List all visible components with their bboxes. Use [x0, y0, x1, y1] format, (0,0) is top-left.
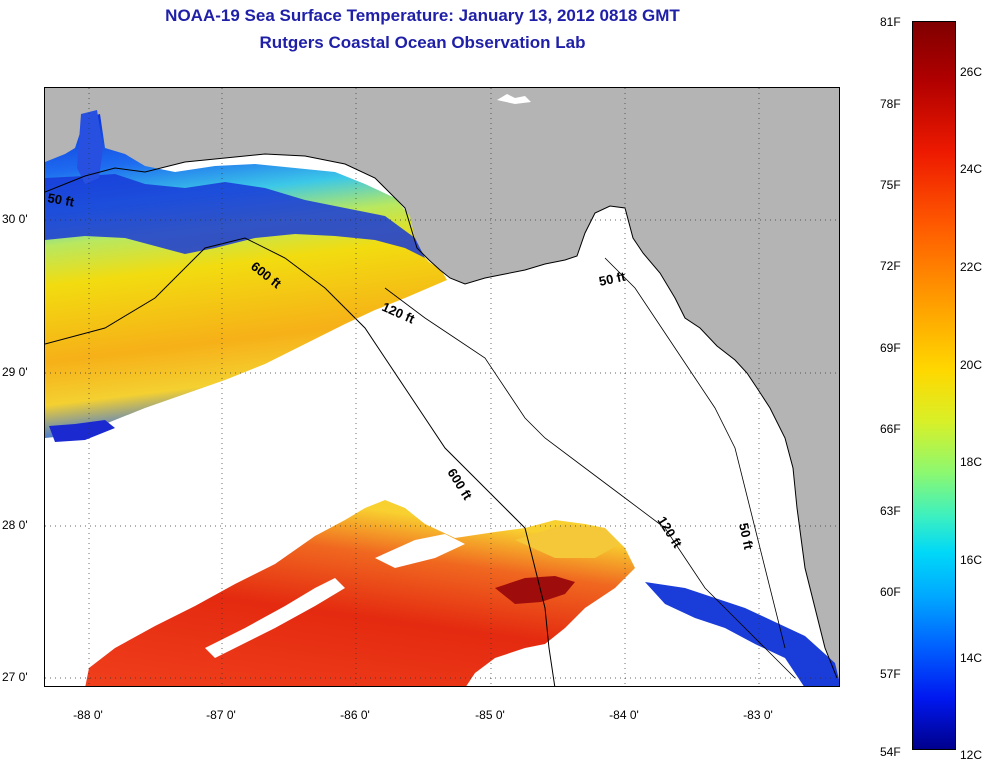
- island: [497, 94, 531, 104]
- sst-cold-west: [77, 110, 103, 184]
- colorbar-c-22: 22C: [960, 260, 983, 274]
- map-frame[interactable]: 50 ft 600 ft 120 ft 50 ft 600 ft 120 ft …: [44, 87, 840, 687]
- colorbar-c-14: 14C: [960, 651, 983, 665]
- contour-600ft: [45, 237, 556, 686]
- lat-label-27: 27 0': [2, 670, 28, 684]
- graticule: [45, 88, 839, 686]
- lon-label-83: -83 0': [743, 708, 773, 722]
- contour-120ft: [384, 287, 796, 679]
- lat-label-30: 30 0': [2, 212, 28, 226]
- colorbar-f-72: 72F: [880, 259, 901, 273]
- colorbar-c-16: 16C: [960, 553, 983, 567]
- contour-label-50ft-west: 50 ft: [46, 190, 76, 210]
- temperature-colorbar: [912, 21, 956, 750]
- colorbar-f-75: 75F: [880, 178, 901, 192]
- lat-label-28: 28 0': [2, 518, 28, 532]
- lon-label-87: -87 0': [206, 708, 236, 722]
- sst-south-yellow: [515, 524, 620, 558]
- colorbar-f-54: 54F: [880, 745, 901, 759]
- colorbar-f-60: 60F: [880, 585, 901, 599]
- colorbar-c-20: 20C: [960, 358, 983, 372]
- colorbar-f-81: 81F: [880, 15, 901, 29]
- lon-label-88: -88 0': [73, 708, 103, 722]
- lon-label-85: -85 0': [475, 708, 505, 722]
- colorbar-f-57: 57F: [880, 667, 901, 681]
- colorbar-f-78: 78F: [880, 97, 901, 111]
- colorbar-c-18: 18C: [960, 455, 983, 469]
- colorbar-f-69: 69F: [880, 341, 901, 355]
- colorbar-f-66: 66F: [880, 422, 901, 436]
- map-svg: 50 ft 600 ft 120 ft 50 ft 600 ft 120 ft …: [45, 88, 839, 686]
- map-title: NOAA-19 Sea Surface Temperature: January…: [165, 6, 680, 25]
- sst-cold-band: [45, 174, 425, 258]
- contour-label-50ft-south: 50 ft: [736, 522, 756, 552]
- sst-warm-core: [495, 576, 575, 604]
- contour-label-50ft-east: 50 ft: [598, 269, 628, 289]
- contour-50ft: [604, 257, 786, 649]
- contour-label-600ft-south: 600 ft: [444, 466, 475, 503]
- colorbar-c-26: 26C: [960, 65, 983, 79]
- lon-label-86: -86 0': [340, 708, 370, 722]
- colorbar-f-63: 63F: [880, 504, 901, 518]
- sst-south-gap2: [375, 534, 465, 568]
- map-subtitle: Rutgers Coastal Ocean Observation Lab: [259, 33, 586, 52]
- lon-label-84: -84 0': [609, 708, 639, 722]
- colorbar-c-12: 12C: [960, 748, 983, 762]
- contour-label-120ft-south: 120 ft: [654, 514, 685, 551]
- sst-blue-edge: [49, 420, 115, 442]
- coastline: [45, 153, 838, 679]
- lat-label-29: 29 0': [2, 365, 28, 379]
- colorbar-c-24: 24C: [960, 162, 983, 176]
- sst-cold-southeast: [645, 582, 839, 686]
- contour-label-120ft-north: 120 ft: [380, 299, 418, 327]
- land-mass: [45, 88, 839, 683]
- sst-south-gap: [205, 578, 345, 658]
